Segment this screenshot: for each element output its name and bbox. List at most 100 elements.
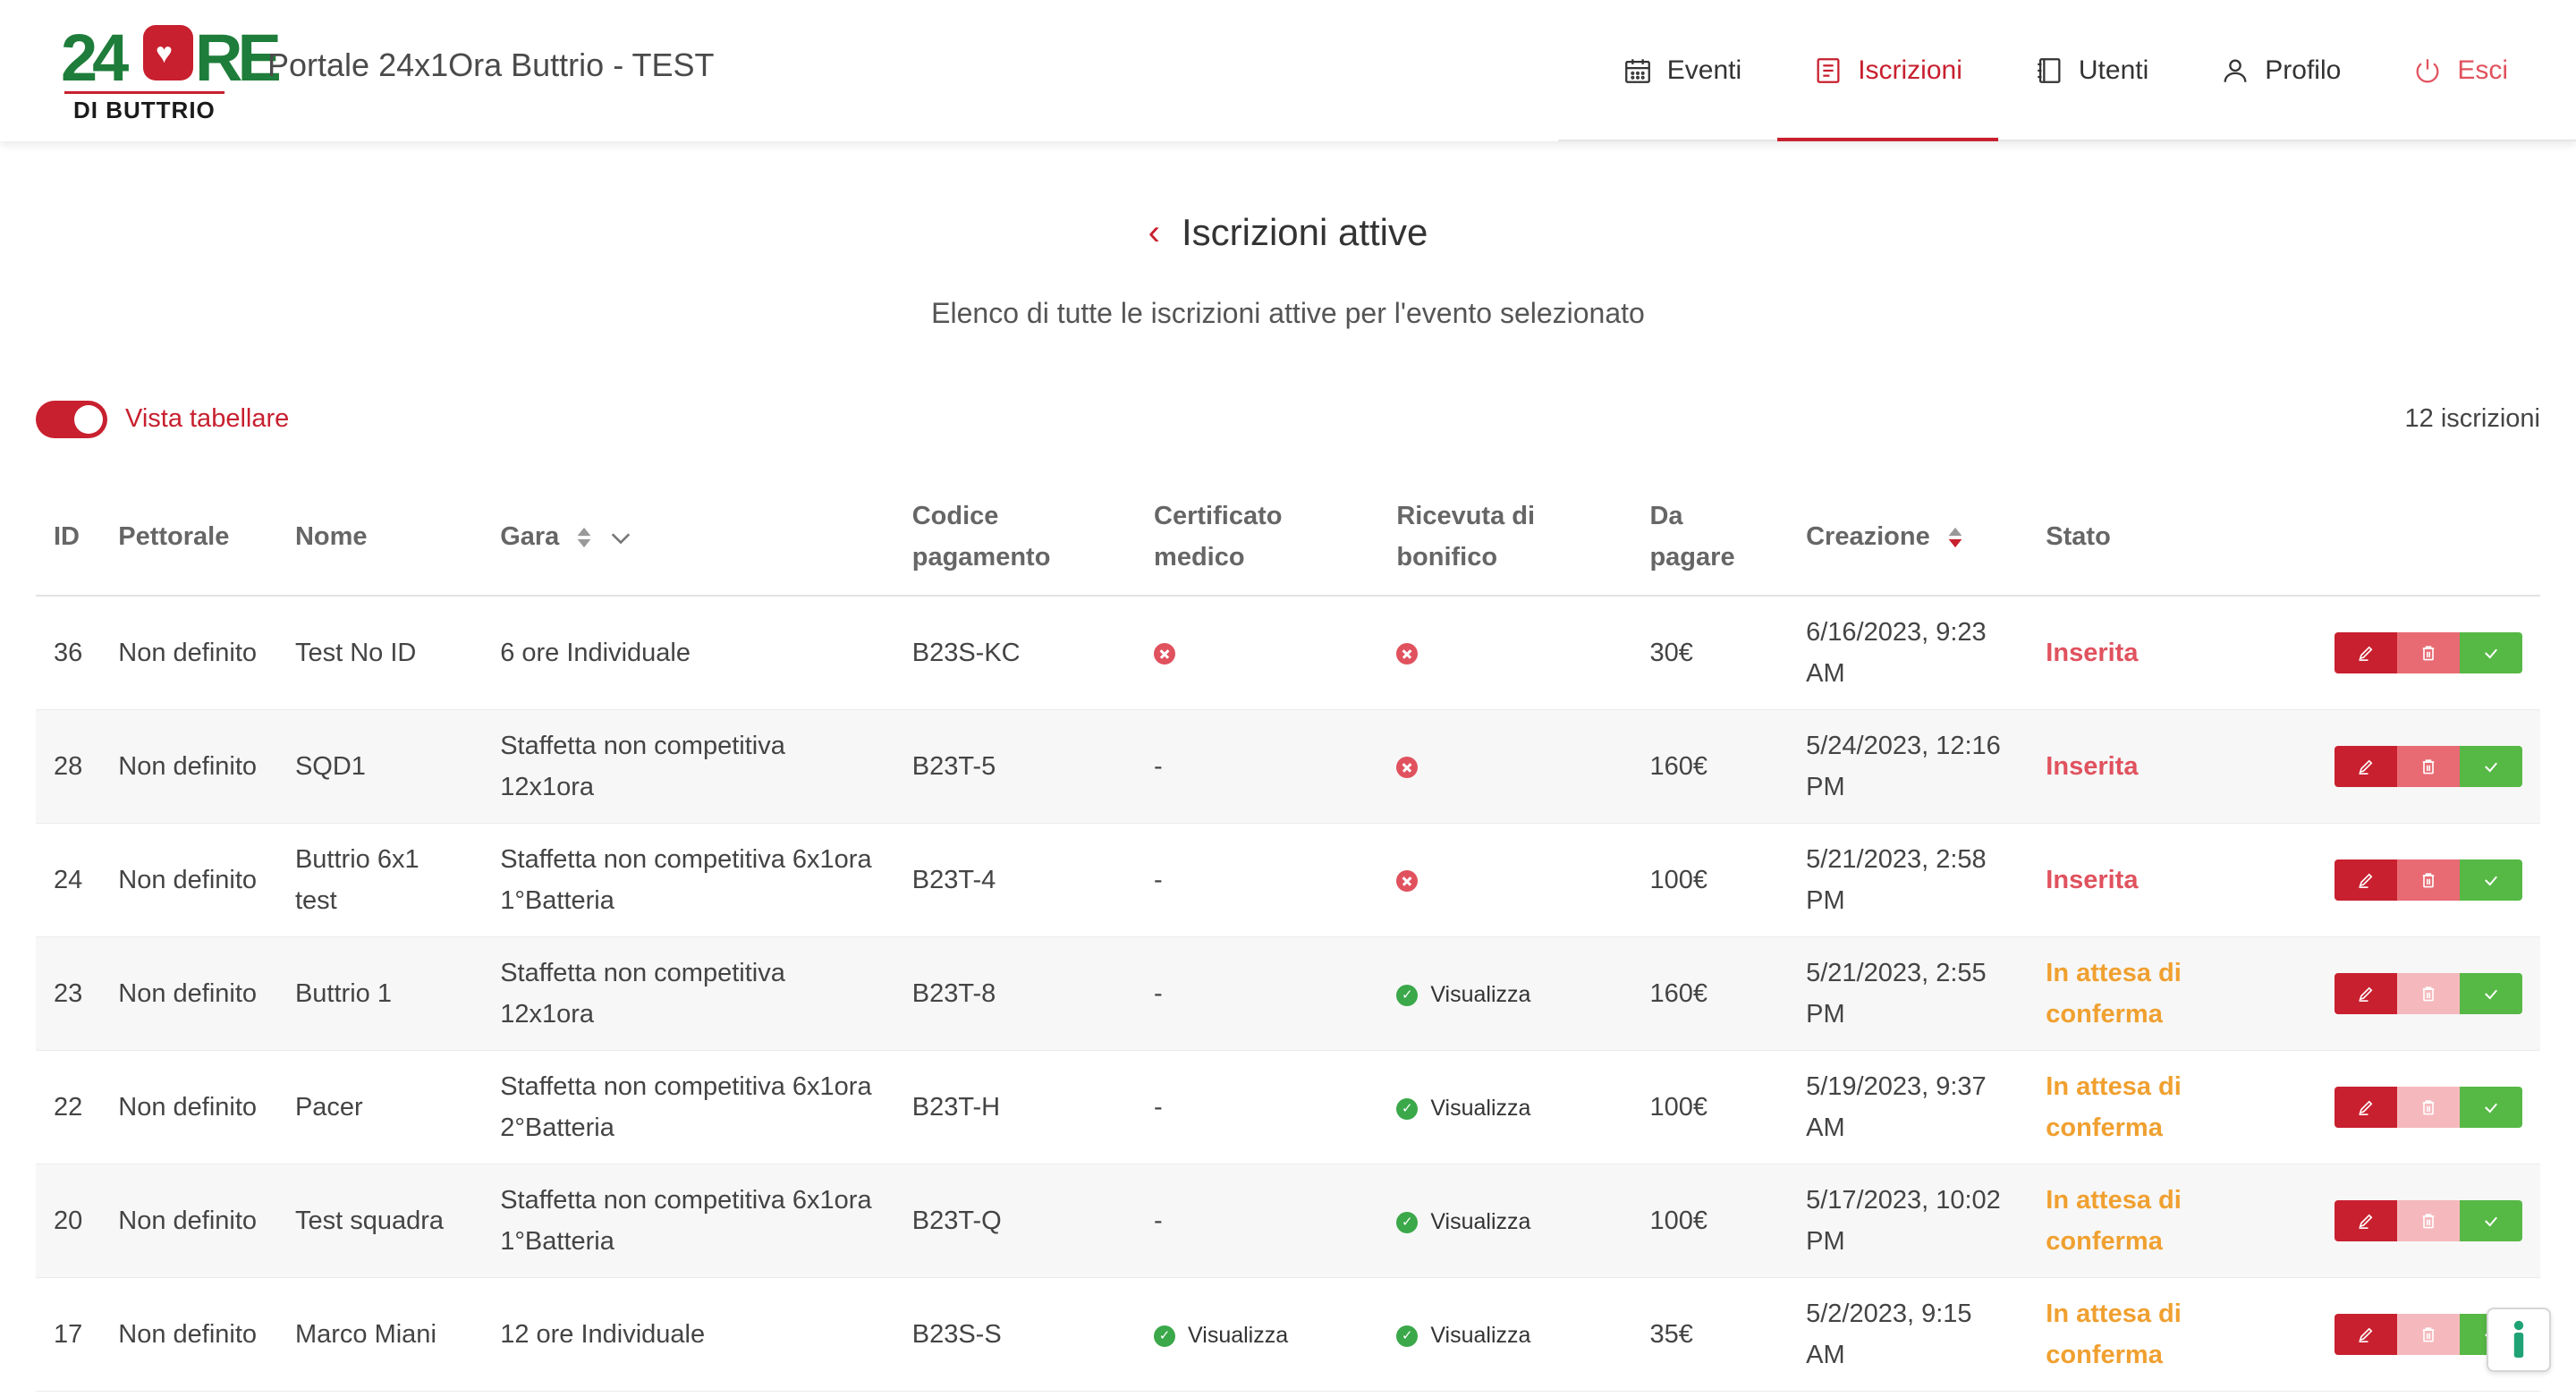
table-view-toggle-label[interactable]: Vista tabellare (125, 404, 290, 433)
edit-button[interactable] (2334, 859, 2397, 901)
view-link[interactable]: ✓ Visualizza (1396, 1209, 1530, 1234)
confirm-button[interactable] (2460, 859, 2522, 901)
confirm-button[interactable] (2460, 1200, 2522, 1241)
delete-button[interactable] (2397, 973, 2460, 1014)
table-row[interactable]: 22 Non definito Pacer Staffetta non competi… (36, 1050, 2540, 1164)
delete-button[interactable] (2397, 1087, 2460, 1128)
delete-button[interactable] (2397, 1200, 2460, 1241)
cell-bib: Non definito (100, 823, 277, 937)
row-actions (2317, 632, 2522, 673)
view-link[interactable]: ✓ Visualizza (1396, 1323, 1530, 1348)
confirm-button[interactable] (2460, 746, 2522, 787)
empty-value: - (1154, 979, 1163, 1008)
delete-button[interactable] (2397, 859, 2460, 901)
edit-button[interactable] (2334, 1200, 2397, 1241)
error-icon (1154, 643, 1176, 665)
edit-button[interactable] (2334, 1087, 2397, 1128)
col-header-due: Da pagare (1631, 478, 1789, 597)
view-label: Visualizza (1430, 1095, 1531, 1121)
cell-name: Test No ID (276, 596, 483, 710)
pencil-icon (2359, 1100, 2373, 1115)
col-header-status: Stato (2028, 478, 2300, 597)
cell-payment-code: B23S-S (894, 1277, 1137, 1392)
sort-icon[interactable] (575, 526, 593, 549)
check-icon (2485, 989, 2498, 1000)
cell-actions (2299, 1050, 2540, 1164)
calendar-icon (1624, 59, 1650, 83)
confirm-button[interactable] (2460, 632, 2522, 673)
table-row[interactable]: 36 Non definito Test No ID 6 ore Individual… (36, 596, 2540, 710)
table-row[interactable]: 23 Non definito Buttrio 1 Staffetta non com… (36, 936, 2540, 1051)
registrations-table: ID Pettorale Nome Gara Codice pagamento … (36, 478, 2540, 1392)
pencil-icon (2359, 1214, 2373, 1229)
power-icon (2416, 59, 2439, 83)
sort-desc-icon[interactable] (1946, 526, 1964, 549)
cell-id: 24 (36, 823, 101, 937)
view-link[interactable]: ✓ Visualizza (1154, 1323, 1288, 1348)
delete-button[interactable] (2397, 746, 2460, 787)
edit-button[interactable] (2334, 1314, 2397, 1355)
pencil-icon (2359, 1327, 2373, 1342)
col-header-race[interactable]: Gara (482, 478, 894, 597)
edit-button[interactable] (2334, 746, 2397, 787)
error-icon (1396, 870, 1419, 893)
nav-item-eventi[interactable]: Eventi (1587, 0, 1777, 141)
nav-label: Profilo (2265, 55, 2342, 85)
table-row[interactable]: 24 Non definito Buttrio 6x1 test Staffetta … (36, 823, 2540, 937)
check-icon (2485, 762, 2498, 773)
table-row[interactable]: 28 Non definito SQD1 Staffetta non competit… (36, 709, 2540, 824)
error-icon (1396, 643, 1419, 665)
trash-icon (2422, 1100, 2435, 1115)
table-row[interactable]: 17 Non definito Marco Miani 12 ore Individu… (36, 1277, 2540, 1392)
trash-icon (2422, 646, 2435, 661)
cell-bib: Non definito (100, 596, 277, 710)
cell-certificate: - (1136, 1050, 1379, 1164)
trash-icon (2422, 1214, 2435, 1229)
cell-due: 100€ (1631, 1050, 1789, 1164)
table-view-toggle[interactable] (36, 401, 107, 438)
cell-race: Staffetta non competitiva 12x1ora (482, 936, 894, 1051)
cell-name: Test squadra (276, 1164, 483, 1278)
page-subtitle: Elenco di tutte le iscrizioni attive per… (931, 297, 1645, 329)
view-link[interactable]: ✓ Visualizza (1396, 1096, 1530, 1121)
edit-button[interactable] (2334, 973, 2397, 1014)
cell-payment-code: B23T-8 (894, 936, 1137, 1051)
col-header-created-label: Creazione (1806, 522, 1930, 551)
cell-id: 36 (36, 596, 101, 710)
cell-status: Inserita (2028, 596, 2300, 710)
cell-payment-code: B23T-5 (894, 709, 1137, 824)
nav-item-profilo[interactable]: Profilo (2184, 0, 2377, 141)
check-circle-icon: ✓ (1154, 1325, 1176, 1347)
col-header-name: Nome (276, 478, 483, 597)
cell-id: 20 (36, 1164, 101, 1278)
help-button[interactable] (2487, 1308, 2551, 1372)
check-icon (2485, 876, 2498, 886)
delete-button[interactable] (2397, 1314, 2460, 1355)
nav-label: Utenti (2078, 55, 2149, 85)
cell-bib: Non definito (100, 709, 277, 824)
table-row[interactable]: 20 Non definito Test squadra Staffetta non … (36, 1164, 2540, 1278)
col-header-created[interactable]: Creazione (1788, 478, 2029, 597)
nav-item-utenti[interactable]: Utenti (1998, 0, 2184, 141)
confirm-button[interactable] (2460, 1087, 2522, 1128)
nav-item-esci[interactable]: Esci (2377, 0, 2544, 141)
cell-race: Staffetta non competitiva 6x1ora 1°Batte… (482, 823, 894, 937)
confirm-button[interactable] (2460, 973, 2522, 1014)
edit-button[interactable] (2334, 632, 2397, 673)
chevron-down-icon[interactable] (609, 529, 632, 546)
cell-due: 35€ (1631, 1277, 1789, 1392)
cell-certificate: - (1136, 936, 1379, 1051)
cell-payment-code: B23S-KC (894, 596, 1137, 710)
chevron-left-icon[interactable]: ‹ (1148, 213, 1160, 252)
app-header: 24 ♥ RE DI BUTTRIO Portale 24x1Ora Buttr… (0, 0, 2576, 141)
app-logo[interactable]: 24 ♥ RE DI BUTTRIO (61, 21, 282, 123)
view-link[interactable]: ✓ Visualizza (1396, 982, 1530, 1007)
delete-button[interactable] (2397, 632, 2460, 673)
col-header-receipt: Ricevuta di bonifico (1378, 478, 1632, 597)
cell-due: 30€ (1631, 596, 1789, 710)
cell-created: 5/21/2023, 2:58 PM (1788, 823, 2029, 937)
nav-item-iscrizioni[interactable]: Iscrizioni (1777, 0, 1998, 141)
cell-status: In attesa di conferma (2028, 1277, 2300, 1392)
main-nav: Eventi Iscrizioni Utenti Profilo Esci (1587, 0, 2576, 141)
cell-actions (2299, 596, 2540, 710)
